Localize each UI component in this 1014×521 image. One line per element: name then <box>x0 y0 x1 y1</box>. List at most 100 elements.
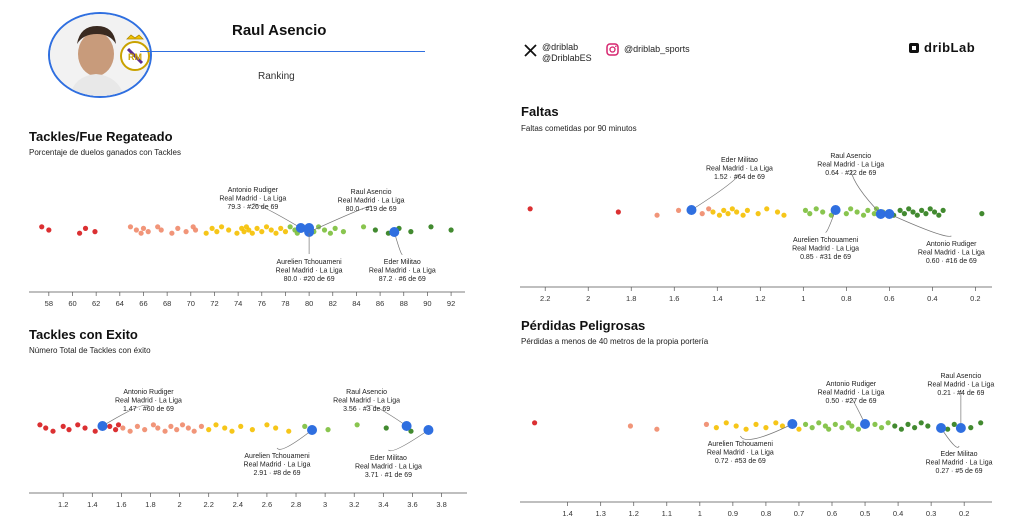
player-name-label: Aurelien Tchouameni <box>708 441 774 448</box>
highlight-point <box>830 205 841 215</box>
x-tick-label: 3.6 <box>407 500 417 509</box>
x-tick-label: 2 <box>586 294 590 303</box>
player-rank-label: 1.47 · #60 de 69 <box>123 406 174 413</box>
population-point <box>192 227 199 233</box>
x-tick-label: 1.8 <box>145 500 155 509</box>
x-tick-label: 0.4 <box>927 294 937 303</box>
annotation-connector <box>889 213 952 237</box>
x-tick-label: 1.4 <box>87 500 97 509</box>
player-name-label: Eder Militao <box>370 455 407 462</box>
population-point <box>222 425 228 431</box>
highlight-point <box>884 209 895 219</box>
population-point <box>82 225 89 231</box>
population-point <box>912 425 918 431</box>
population-point <box>675 207 682 213</box>
population-point <box>76 230 83 236</box>
x-tick-label: 92 <box>447 299 455 308</box>
population-point <box>764 206 770 212</box>
player-rank-label: 0.72 · #53 de 69 <box>715 458 766 465</box>
club-crest-icon: RM <box>118 33 152 73</box>
x-tick-label: 0.5 <box>860 509 870 518</box>
player-team-label: Real Madrid · La Liga <box>706 166 773 173</box>
x-tick-label: 84 <box>352 299 360 308</box>
population-point <box>721 207 727 213</box>
population-point <box>150 422 157 428</box>
player-rank-label: 79.3 · #26 de 69 <box>227 204 278 211</box>
chart-tackles-exito: 1.2 1.4 1.6 1.8 2 2.2 2.4 2.6 2.8 3 3.2 3.4 3.6 3.8 An… <box>29 389 467 509</box>
x-handle-2[interactable]: @DriblabES <box>542 53 592 63</box>
player-team-label: Real Madrid · La Liga <box>918 250 985 257</box>
player-name-label: Raul Asencio <box>346 389 387 396</box>
population-point <box>845 420 852 426</box>
population-point <box>871 211 877 217</box>
population-point <box>936 212 942 218</box>
population-point <box>340 229 347 235</box>
population-point <box>820 209 826 215</box>
x-tick-label: 74 <box>234 299 242 308</box>
panel-subtitle-faltas: Faltas cometidas por 90 minutos <box>521 124 637 133</box>
instagram-handle[interactable]: @driblab_sports <box>624 44 690 54</box>
player-team-label: Real Madrid · La Liga <box>115 398 182 405</box>
player-name-label: Antonio Rudiger <box>228 187 279 194</box>
player-team-label: Real Madrid · La Liga <box>244 462 311 469</box>
population-point <box>82 425 88 431</box>
population-point <box>706 206 712 212</box>
player-rank-label: 2.91 · #8 de 69 <box>253 470 300 477</box>
annotation-connector <box>740 423 793 440</box>
population-point <box>66 427 72 433</box>
annotation-connector <box>388 429 429 452</box>
population-point <box>249 230 255 236</box>
annotation-connector <box>691 173 740 211</box>
population-point <box>892 423 898 429</box>
player-name-label: Eder Militao <box>384 259 421 266</box>
instagram-icon <box>606 43 619 56</box>
population-point <box>360 224 367 230</box>
x-tick-label: 2 <box>178 500 182 509</box>
x-tick-label: 3 <box>323 500 327 509</box>
x-tick-label: 88 <box>400 299 408 308</box>
annotation-connector <box>102 404 149 427</box>
x-tick-label: 0.2 <box>959 509 969 518</box>
x-tick-label: 60 <box>68 299 76 308</box>
population-point <box>273 230 279 236</box>
player-name-label: Raul Asencio <box>940 373 981 380</box>
population-point <box>725 211 731 217</box>
population-point <box>945 426 951 432</box>
annotation-connector <box>366 404 407 427</box>
x-tick-label: 80 <box>305 299 313 308</box>
population-point <box>918 420 924 426</box>
player-team-label: Real Madrid · La Liga <box>355 464 422 471</box>
population-point <box>213 422 219 428</box>
population-point <box>716 212 723 218</box>
x-tick-label: 3.2 <box>349 500 359 509</box>
annotation-connector <box>308 205 372 233</box>
chart-perdidas: 1.4 1.3 1.2 1.1 1 0.9 0.8 0.7 0.6 0.5 0.4 0.3 0.2 Ant… <box>520 373 994 518</box>
x-tick-label: 0.8 <box>761 509 771 518</box>
player-rank-label: 3.71 · #1 de 69 <box>365 472 412 479</box>
population-point <box>218 224 225 230</box>
x-tick-label: 0.4 <box>893 509 903 518</box>
population-point <box>855 426 862 432</box>
player-rank-label: 0.50 · #27 de 69 <box>826 398 877 405</box>
player-rank-label: 0.27 · #5 de 69 <box>935 468 982 475</box>
player-name-label: Aurelien Tchouameni <box>244 453 310 460</box>
player-team-label: Real Madrid · La Liga <box>333 398 400 405</box>
player-rank-label: 0.60 · #16 de 69 <box>926 258 977 265</box>
population-point <box>849 423 855 429</box>
population-point <box>615 209 621 215</box>
population-point <box>191 428 197 434</box>
population-point <box>37 422 43 428</box>
population-point <box>112 427 119 433</box>
population-point <box>796 426 802 432</box>
chart-faltas: 2.2 2 1.8 1.6 1.4 1.2 1 0.8 0.6 0.4 0.2 Eder Milita… <box>520 153 992 303</box>
chart-tackles-regateado: 58 60 62 64 66 68 70 72 74 76 78 80 82 84 86 88 90 92 Anto… <box>29 187 465 308</box>
panel-subtitle-perdidas: Pérdidas a menos de 40 metros de la prop… <box>521 337 709 346</box>
x-handle-1[interactable]: @driblab <box>542 42 579 52</box>
population-point <box>162 428 168 434</box>
population-point <box>183 229 189 235</box>
highlight-point <box>955 423 966 433</box>
population-point <box>273 425 279 431</box>
population-point <box>699 211 705 217</box>
x-tick-label: 2.8 <box>291 500 301 509</box>
population-point <box>931 209 938 215</box>
